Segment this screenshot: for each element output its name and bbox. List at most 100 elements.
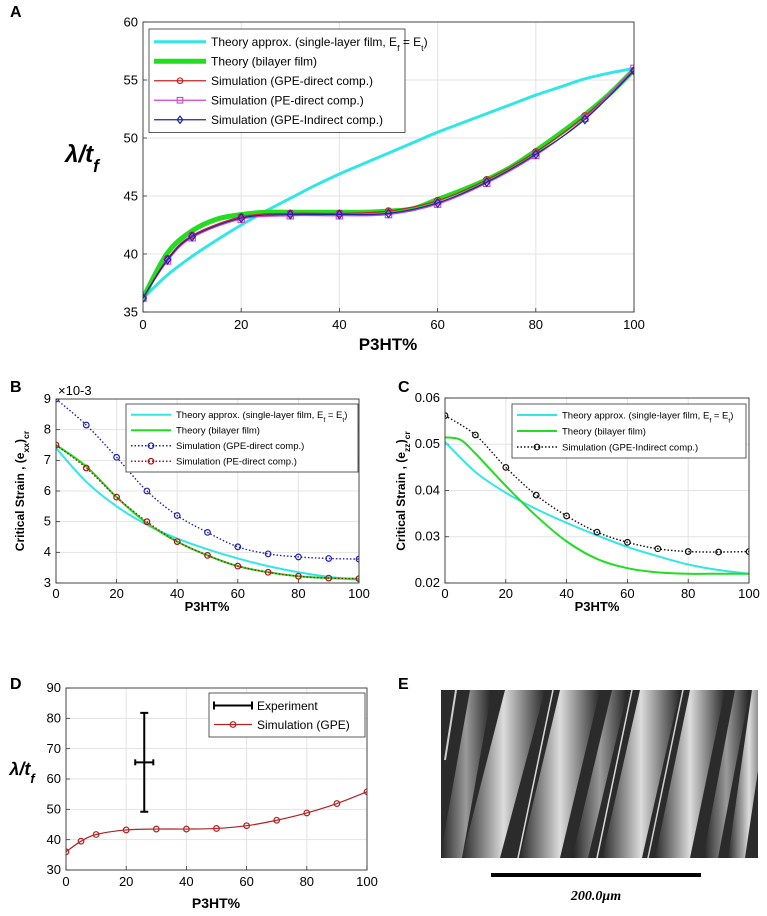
y-tick-label: 55 [124,73,138,88]
legend-label: Simulation (PE-direct comp.) [176,457,297,468]
panel-letter-d: D [10,676,22,693]
y-axis-label: λ/tf [63,141,101,176]
legend-label: Theory (bilayer film) [562,426,646,437]
data-point-circle [563,512,570,520]
data-point-circle [264,568,272,576]
x-tick-label: 100 [356,874,378,889]
x-axis-label: P3HT% [575,599,620,614]
data-point-circle [143,518,151,526]
legend-box [208,692,366,738]
chart-c: 0 20 40 60 80 100 0.02 0.03 0.04 0.05 0.06 Theory a… [394,390,760,614]
axes-frame [444,397,750,584]
series-line [143,67,634,299]
y-tick-label: 45 [124,189,138,204]
data-point-circle [684,548,692,555]
y-axis-label: Critical Strain , (exx)cr [13,430,31,551]
data-point-circle [593,528,601,536]
series-line [143,70,634,299]
x-tick-label: 60 [239,874,253,889]
x-tick-label: 40 [559,586,573,601]
data-point-circle [295,572,302,580]
legend-label: Simulation (GPE) [257,718,350,732]
data-point-circle [532,491,540,499]
y-tick-label: 60 [47,771,61,786]
y-tick-label: 0.06 [415,390,440,405]
legend-label: Simulation (GPE-direct comp.) [176,441,304,452]
data-point-diamond [335,209,344,220]
data-point-circle [472,431,479,439]
data-point-circle [355,555,359,563]
series-line [56,447,359,581]
data-point-circle [333,800,341,807]
x-tick-label: 0 [139,317,146,332]
legend-label: Theory (bilayer film) [176,426,260,437]
legend-label: Theory approx. (single-layer film, Ef = … [176,410,347,424]
series-line [56,399,359,560]
data-point-circle [113,453,120,461]
legend-label: Simulation (GPE-direct comp.) [211,74,373,88]
y-tick-label: 0.02 [415,575,440,590]
data-point-diamond [176,115,184,125]
x-tick-label: 0 [52,586,59,601]
data-point-diamond [163,254,172,265]
series-group [445,412,749,575]
chart-d: 0 20 40 60 80 100 30 40 50 60 70 80 90 Experiment Simu… [8,680,378,911]
axes-frame [55,398,360,584]
chart-b: 0 20 40 60 80 100 3 4 5 6 7 8 9 ×10-3 Theory approx. (… [13,383,370,614]
panel-letter-e: E [398,676,409,693]
x-tick-label: 100 [738,586,760,601]
x-tick-label: 20 [499,586,513,601]
x-tick-label: 60 [231,586,245,601]
data-point-circle [82,464,90,472]
data-point-circle [243,822,251,830]
x-tick-label: 80 [291,586,305,601]
data-point-square [176,96,184,104]
legend-label: Simulation (PE-direct comp.) [211,94,364,108]
data-point-circle [229,721,237,728]
x-tick-label: 20 [119,874,133,889]
x-axis-label: P3HT% [185,599,230,614]
x-tick-label: 60 [430,317,444,332]
series-line [143,66,634,300]
legend-label: Simulation (GPE-Indirect comp.) [562,442,698,453]
data-point-diamond [143,292,147,304]
streak [572,690,628,858]
data-point-diamond [580,114,589,125]
data-point-diamond [237,212,246,224]
y-tick-label: 0.05 [415,436,440,451]
streak [602,690,680,858]
y-tick-label: 0.04 [415,482,440,497]
streak [520,690,600,858]
legend-label: Theory approx. (single-layer film, Ef = … [211,35,428,53]
data-point-circle [264,550,272,558]
streak [462,690,545,858]
data-point-circle [77,837,85,845]
data-point-circle [173,512,181,519]
streak [703,690,750,858]
panel-letter-a: A [10,4,22,21]
data-point-circle [303,809,311,817]
x-axis-label: P3HT% [192,895,241,911]
data-point-circle [147,442,155,450]
streak-line [596,690,633,858]
data-point-circle [204,552,211,559]
x-tick-label: 40 [170,586,184,601]
axes-frame [142,21,635,313]
data-point-circle [624,538,631,546]
micrograph-image [441,690,758,858]
micrograph-streaks [441,690,758,858]
x-axis-label: P3HT% [359,335,418,354]
legend-label: Simulation (GPE-Indirect comp.) [211,113,383,127]
y-tick-label: 9 [44,391,51,406]
x-tick-label: 40 [332,317,346,332]
y-axis-label: Critical Strain , (ezz)cr [394,431,412,551]
x-tick-label: 100 [348,586,370,601]
data-point-circle [502,463,510,471]
panel-letter-b: B [10,379,22,396]
y-axis-multiplier: ×10-3 [58,383,92,398]
data-point-diamond [384,208,393,219]
x-tick-label: 80 [681,586,695,601]
data-point-circle [92,831,100,838]
data-point-circle [745,548,749,555]
